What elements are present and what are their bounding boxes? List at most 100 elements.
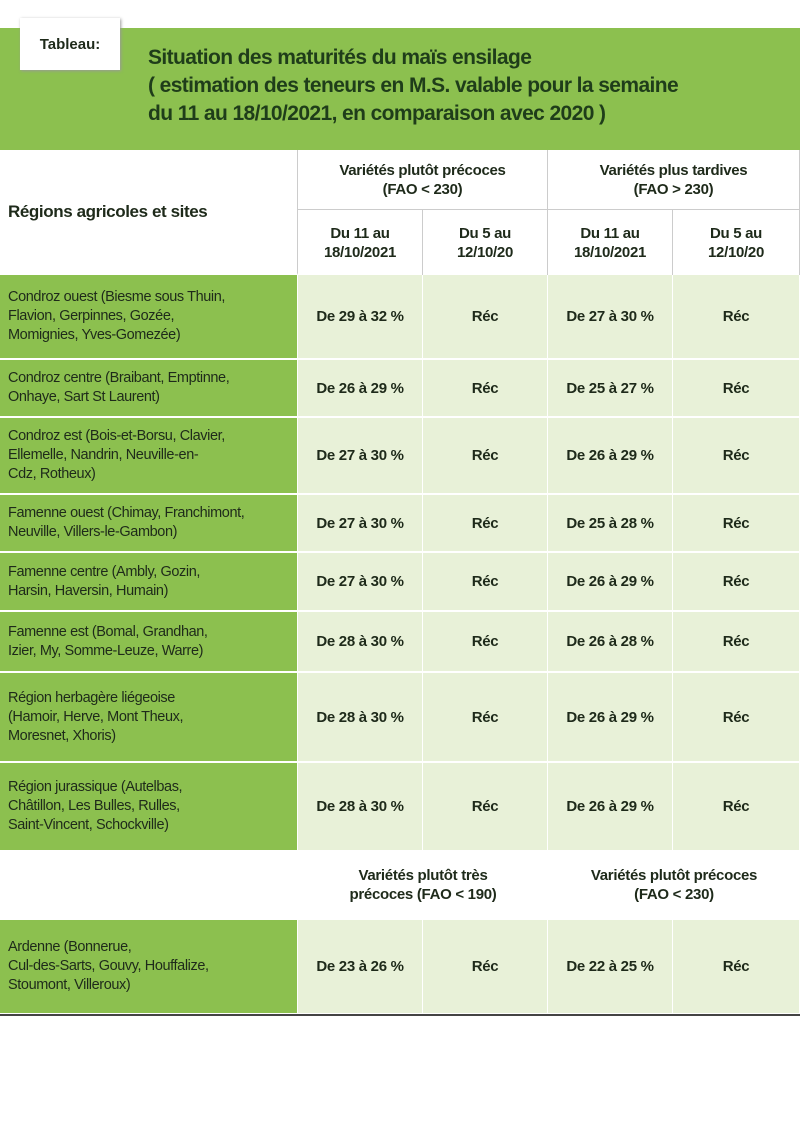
data-cell: De 27 à 30 %	[548, 275, 673, 360]
text-line: 12/10/20	[457, 243, 513, 261]
data-cell: De 27 à 30 %	[298, 553, 423, 612]
text-line: Condroz centre (Braibant, Emptinne,	[8, 370, 230, 386]
region-cell: Famenne centre (Ambly, Gozin, Harsin, Hav…	[0, 553, 298, 612]
text-line: Moresnet, Xhoris)	[8, 727, 116, 744]
data-cell: De 26 à 29 %	[298, 360, 423, 418]
data-cell: Réc	[423, 553, 548, 612]
title: Situation des maturités du maïs ensilage…	[148, 44, 788, 128]
text-line: Variétés plutôt très	[358, 867, 488, 884]
data-cell: Réc	[423, 763, 548, 852]
text-line: Flavion, Gerpinnes, Gozée,	[8, 308, 175, 324]
text-line: Ardenne (Bonnerue,	[8, 939, 132, 955]
region-cell: Famenne ouest (Chimay, Franchimont, Neuvi…	[0, 495, 298, 553]
data-cell: Réc	[423, 673, 548, 763]
text-line: 18/10/2021	[573, 243, 647, 261]
group-header: Variétés plutôt précoces (FAO < 230)	[548, 852, 800, 920]
title-band	[0, 28, 800, 150]
text-line: Famenne ouest (Chimay, Franchimont,	[8, 505, 245, 521]
region-cell: Condroz est (Bois-et-Borsu, Clavier, Elle…	[0, 418, 298, 495]
data-cell: De 26 à 29 %	[548, 553, 673, 612]
data-cell: Réc	[423, 360, 548, 418]
data-cell: De 23 à 26 %	[298, 920, 423, 1015]
text-line: Cdz, Rotheux)	[8, 466, 96, 482]
data-cell: Réc	[673, 495, 800, 553]
data-cell: Réc	[423, 495, 548, 553]
data-cell: De 26 à 29 %	[548, 673, 673, 763]
region-cell: Région jurassique (Autelbas, Châtillon, L…	[0, 763, 298, 852]
text-line: 18/10/2021	[323, 243, 397, 261]
text-line: précoces (FAO < 190)	[349, 886, 497, 903]
data-cell: Réc	[423, 275, 548, 360]
header-cell: Régions agricoles et sites	[0, 150, 298, 275]
data-cell: De 22 à 25 %	[548, 920, 673, 1015]
data-cell: De 27 à 30 %	[298, 495, 423, 553]
text-line: Variétés plutôt précoces	[590, 867, 758, 884]
region-cell: Condroz ouest (Biesme sous Thuin, Flavion…	[0, 275, 298, 360]
data-cell: De 25 à 27 %	[548, 360, 673, 418]
text-line: ( estimation des teneurs en M.S. valable…	[148, 74, 679, 97]
data-cell: Réc	[423, 418, 548, 495]
text-line: Famenne centre (Ambly, Gozin,	[8, 563, 201, 580]
text-line: Ellemelle, Nandrin, Neuville-en-	[8, 447, 199, 463]
data-cell: De 26 à 29 %	[548, 763, 673, 852]
sub-header: Du 5 au 12/10/20	[423, 210, 548, 275]
data-cell: De 28 à 30 %	[298, 673, 423, 763]
text-line: Condroz ouest (Biesme sous Thuin,	[8, 289, 226, 305]
text-line: Onhaye, Sart St Laurent)	[8, 389, 160, 405]
data-cell: Réc	[423, 612, 548, 673]
text-line: Région jurassique (Autelbas,	[8, 779, 183, 795]
data-cell: De 25 à 28 %	[548, 495, 673, 553]
data-cell: De 28 à 30 %	[298, 763, 423, 852]
text-line: Famenne est (Bomal, Grandhan,	[8, 623, 208, 640]
text-line: Cul-des-Sarts, Gouvy, Houffalize,	[8, 958, 209, 974]
text-line: Situation des maturités du maïs ensilage	[148, 46, 532, 69]
text-line: Variétés plutôt précoces	[339, 161, 506, 179]
text-line: Du 11 au	[330, 224, 390, 242]
data-cell: Réc	[673, 553, 800, 612]
text-line: Izier, My, Somme-Leuze, Warre)	[8, 642, 204, 659]
text-line: Harsin, Haversin, Humain)	[8, 582, 169, 599]
text-line: (Hamoir, Herve, Mont Theux,	[8, 708, 184, 725]
text-line: Stoumont, Villeroux)	[8, 977, 131, 993]
data-cell: Réc	[673, 673, 800, 763]
text-line: (FAO < 230)	[382, 180, 463, 198]
text-line: Châtillon, Les Bulles, Rulles,	[8, 798, 180, 814]
region-cell: Condroz centre (Braibant, Emptinne, Onhay…	[0, 360, 298, 418]
region-cell: Région herbagère liégeoise (Hamoir, Herve…	[0, 673, 298, 763]
text-line: Variétés plus tardives	[599, 161, 748, 179]
group-header: Variétés plutôt très précoces (FAO < 190)	[298, 852, 548, 920]
text-line: Du 5 au	[458, 224, 512, 242]
text-line: Du 11 au	[580, 224, 640, 242]
group-header: Variétés plus tardives (FAO > 230)	[548, 150, 800, 210]
data-cell: Réc	[423, 920, 548, 1015]
data-cell: De 26 à 28 %	[548, 612, 673, 673]
data-cell: Réc	[673, 275, 800, 360]
data-cell: De 27 à 30 %	[298, 418, 423, 495]
tag: Tableau:	[20, 18, 120, 70]
data-cell: Réc	[673, 360, 800, 418]
data-cell: De 29 à 32 %	[298, 275, 423, 360]
data-cell: De 26 à 29 %	[548, 418, 673, 495]
sub-header: Du 5 au 12/10/20	[673, 210, 800, 275]
data-cell: Réc	[673, 612, 800, 673]
group-header: Variétés plutôt précoces (FAO < 230)	[298, 150, 548, 210]
region-cell: Ardenne (Bonnerue, Cul-des-Sarts, Gouvy, …	[0, 920, 298, 1015]
text-line: Région herbagère liégeoise	[8, 689, 175, 706]
text-line: Momignies, Yves-Gomezée)	[8, 327, 181, 343]
text-line: (FAO > 230)	[633, 180, 714, 198]
sub-header: Du 11 au 18/10/2021	[548, 210, 673, 275]
text-line: Condroz est (Bois-et-Borsu, Clavier,	[8, 428, 225, 444]
data-cell: Réc	[673, 920, 800, 1015]
data-cell: Réc	[673, 418, 800, 495]
data-cell: Réc	[673, 763, 800, 852]
text-line: Neuville, Villers-le-Gambon)	[8, 524, 178, 540]
text-line: 12/10/20	[708, 243, 764, 261]
text-line: du 11 au 18/10/2021, en comparaison avec…	[148, 102, 606, 125]
region-cell: Famenne est (Bomal, Grandhan, Izier, My, …	[0, 612, 298, 673]
text-line: Du 5 au	[709, 224, 763, 242]
sub-header: Du 11 au 18/10/2021	[298, 210, 423, 275]
bottom-rule	[0, 1014, 800, 1016]
text-line: (FAO < 230)	[634, 886, 714, 903]
data-cell: De 28 à 30 %	[298, 612, 423, 673]
